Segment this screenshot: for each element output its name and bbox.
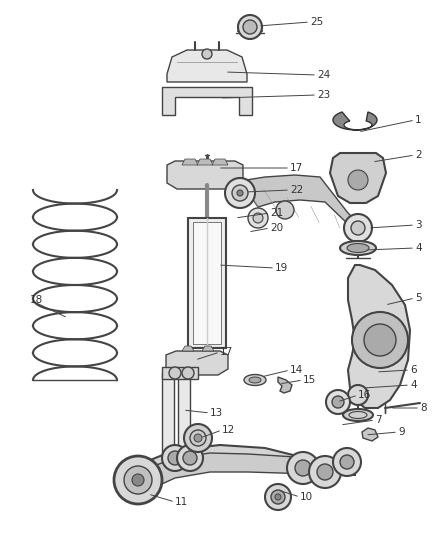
Text: 13: 13 [210, 408, 223, 418]
Circle shape [169, 367, 181, 379]
Text: 18: 18 [30, 295, 43, 305]
Circle shape [183, 451, 197, 465]
Text: 4: 4 [415, 243, 422, 253]
Polygon shape [362, 428, 378, 441]
Bar [162, 367, 198, 379]
Circle shape [232, 185, 248, 201]
Polygon shape [278, 377, 292, 393]
Bar [188, 218, 226, 348]
Bar [193, 222, 221, 344]
Circle shape [340, 455, 354, 469]
Circle shape [177, 445, 203, 471]
Polygon shape [197, 159, 213, 165]
Circle shape [295, 460, 311, 476]
Text: 9: 9 [398, 427, 405, 437]
Text: 16: 16 [358, 390, 371, 400]
Polygon shape [182, 159, 198, 165]
Circle shape [168, 451, 182, 465]
Ellipse shape [244, 375, 266, 385]
Text: 5: 5 [415, 293, 422, 303]
Circle shape [276, 201, 294, 219]
Text: 25: 25 [310, 17, 323, 27]
Circle shape [243, 20, 257, 34]
Circle shape [326, 390, 350, 414]
Bar [162, 373, 174, 458]
Circle shape [237, 190, 243, 196]
Text: 17: 17 [290, 163, 303, 173]
Text: 19: 19 [275, 263, 288, 273]
Ellipse shape [340, 241, 376, 255]
Text: 6: 6 [410, 365, 417, 375]
Text: 10: 10 [300, 492, 313, 502]
Circle shape [162, 445, 188, 471]
Polygon shape [162, 87, 252, 115]
Polygon shape [330, 153, 386, 203]
Circle shape [182, 367, 194, 379]
Polygon shape [182, 346, 194, 351]
Text: 20: 20 [270, 223, 283, 233]
Text: 15: 15 [303, 375, 316, 385]
Ellipse shape [249, 377, 261, 383]
Circle shape [253, 213, 263, 223]
Polygon shape [212, 159, 228, 165]
Text: 21: 21 [270, 208, 283, 218]
Circle shape [124, 466, 152, 494]
Circle shape [190, 430, 206, 446]
Circle shape [194, 434, 202, 442]
Circle shape [352, 312, 408, 368]
Circle shape [114, 456, 162, 504]
Circle shape [351, 221, 365, 235]
Polygon shape [138, 453, 355, 495]
Text: 8: 8 [420, 403, 427, 413]
Circle shape [333, 448, 361, 476]
Polygon shape [333, 112, 377, 130]
Text: 7: 7 [375, 415, 381, 425]
Text: 3: 3 [415, 220, 422, 230]
Circle shape [265, 484, 291, 510]
Ellipse shape [343, 409, 373, 421]
Text: 14: 14 [290, 365, 303, 375]
Circle shape [344, 214, 372, 242]
Polygon shape [348, 265, 410, 408]
Polygon shape [167, 50, 247, 82]
Polygon shape [166, 351, 228, 375]
Text: 23: 23 [317, 90, 330, 100]
Text: 2: 2 [415, 150, 422, 160]
Text: 11: 11 [175, 497, 188, 507]
Circle shape [184, 424, 212, 452]
Polygon shape [240, 175, 360, 233]
Text: 24: 24 [317, 70, 330, 80]
Text: 22: 22 [290, 185, 303, 195]
Circle shape [271, 490, 285, 504]
Circle shape [238, 15, 262, 39]
Circle shape [202, 49, 212, 59]
Circle shape [275, 494, 281, 500]
Bar [178, 373, 190, 458]
Text: 12: 12 [222, 425, 235, 435]
Circle shape [287, 452, 319, 484]
Polygon shape [202, 346, 214, 351]
Circle shape [132, 474, 144, 486]
Circle shape [248, 208, 268, 228]
Circle shape [364, 324, 396, 356]
Ellipse shape [347, 244, 369, 253]
Circle shape [309, 456, 341, 488]
Polygon shape [138, 445, 355, 495]
Polygon shape [167, 161, 243, 189]
Circle shape [317, 464, 333, 480]
Text: 1: 1 [415, 115, 422, 125]
Circle shape [225, 178, 255, 208]
Text: 4: 4 [410, 380, 417, 390]
Circle shape [332, 396, 344, 408]
Circle shape [348, 170, 368, 190]
Circle shape [348, 385, 368, 405]
Text: 17: 17 [220, 347, 233, 357]
